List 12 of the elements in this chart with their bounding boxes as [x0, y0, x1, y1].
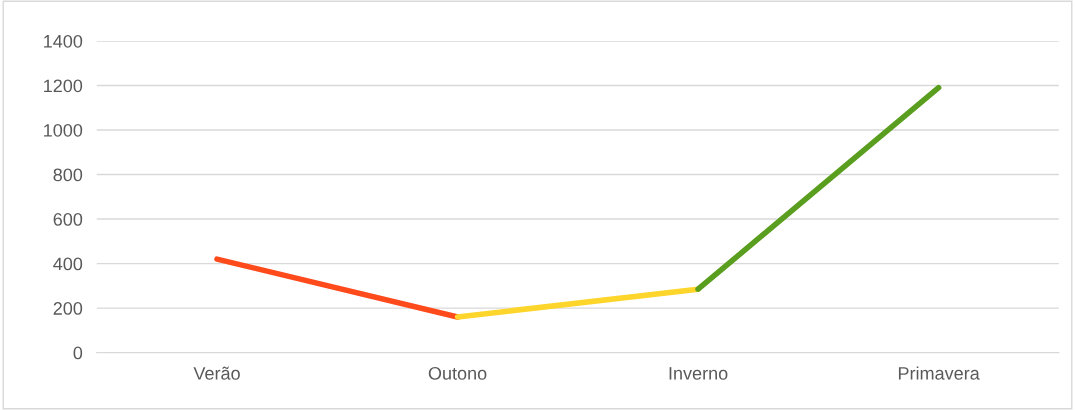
y-tick-label: 800 [53, 168, 83, 182]
x-tick-label: Inverno [669, 367, 728, 380]
y-tick-label: 200 [53, 302, 83, 315]
y-tick-label: 1000 [44, 123, 83, 137]
y-tick-label: 0 [73, 346, 83, 360]
x-tick-label: Outono [428, 366, 487, 380]
y-tick-label: 600 [53, 212, 83, 226]
y-tick-label: 1400 [44, 34, 83, 48]
x-tick-label: Verão [193, 366, 240, 380]
x-tick-label: Primavera [898, 366, 980, 380]
y-tick-label: 400 [53, 257, 83, 271]
y-tick-label: 1200 [44, 79, 83, 93]
